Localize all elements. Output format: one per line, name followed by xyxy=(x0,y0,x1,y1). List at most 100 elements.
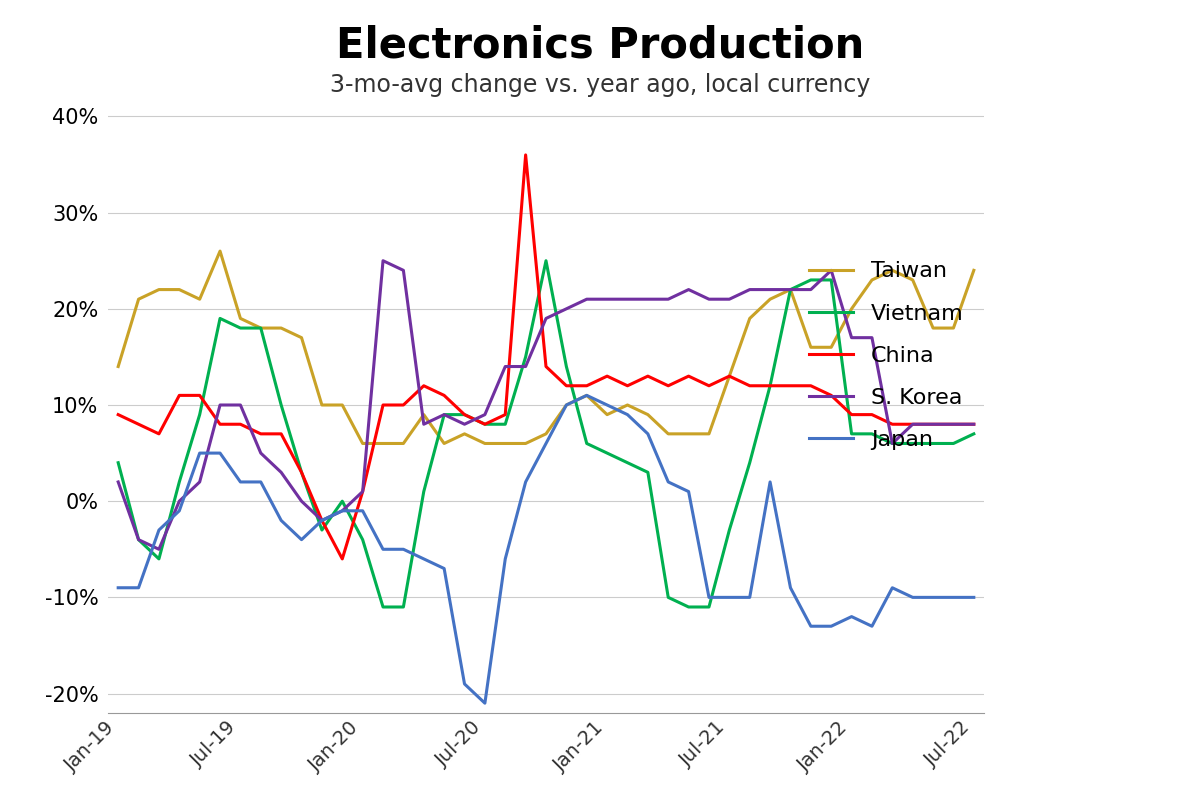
Japan xyxy=(661,477,676,487)
Japan xyxy=(518,477,533,487)
Japan xyxy=(722,593,737,603)
S. Korea xyxy=(151,544,166,554)
Japan xyxy=(763,477,778,487)
China xyxy=(926,420,941,429)
Japan xyxy=(600,400,614,410)
S. Korea xyxy=(702,294,716,304)
Japan xyxy=(702,593,716,603)
S. Korea xyxy=(559,304,574,313)
Japan xyxy=(151,525,166,535)
S. Korea xyxy=(233,400,247,410)
Japan xyxy=(396,544,410,554)
Taiwan xyxy=(947,323,961,333)
Vietnam xyxy=(233,323,247,333)
Japan xyxy=(743,593,757,603)
Taiwan xyxy=(967,266,982,275)
China xyxy=(804,381,818,390)
China xyxy=(518,150,533,160)
S. Korea xyxy=(376,256,390,266)
Vietnam xyxy=(192,410,206,420)
Japan xyxy=(478,698,492,708)
China xyxy=(641,371,655,381)
Japan xyxy=(539,439,553,449)
Taiwan xyxy=(886,266,900,275)
China xyxy=(110,410,125,420)
Japan xyxy=(314,516,329,526)
Taiwan xyxy=(559,400,574,410)
Vietnam xyxy=(437,410,451,420)
Taiwan xyxy=(722,371,737,381)
Taiwan xyxy=(233,313,247,323)
Vietnam xyxy=(967,429,982,439)
Taiwan xyxy=(824,343,839,352)
S. Korea xyxy=(947,420,961,429)
Vietnam xyxy=(947,439,961,449)
Vietnam xyxy=(212,313,227,323)
S. Korea xyxy=(498,362,512,372)
Japan xyxy=(253,477,268,487)
Japan xyxy=(498,554,512,564)
Taiwan xyxy=(620,400,635,410)
Japan xyxy=(620,410,635,420)
China xyxy=(294,467,308,477)
Taiwan xyxy=(682,429,696,439)
Taiwan xyxy=(478,439,492,449)
Taiwan xyxy=(926,323,941,333)
Line: China: China xyxy=(118,155,974,559)
China xyxy=(845,410,859,420)
S. Korea xyxy=(314,516,329,526)
China xyxy=(498,410,512,420)
Japan xyxy=(641,429,655,439)
S. Korea xyxy=(906,420,920,429)
S. Korea xyxy=(518,362,533,372)
S. Korea xyxy=(620,294,635,304)
China xyxy=(314,516,329,526)
S. Korea xyxy=(804,285,818,295)
China xyxy=(457,410,472,420)
S. Korea xyxy=(253,448,268,458)
Japan xyxy=(967,593,982,603)
S. Korea xyxy=(580,294,594,304)
S. Korea xyxy=(335,506,349,516)
S. Korea xyxy=(457,420,472,429)
Japan xyxy=(824,621,839,631)
S. Korea xyxy=(172,497,186,506)
Vietnam xyxy=(274,400,288,410)
Vietnam xyxy=(702,602,716,612)
S. Korea xyxy=(539,313,553,323)
China xyxy=(722,371,737,381)
China xyxy=(967,420,982,429)
Japan xyxy=(865,621,880,631)
Vietnam xyxy=(600,448,614,458)
S. Korea xyxy=(926,420,941,429)
Japan xyxy=(416,554,431,564)
S. Korea xyxy=(661,294,676,304)
Vietnam xyxy=(253,323,268,333)
S. Korea xyxy=(722,294,737,304)
China xyxy=(172,390,186,400)
S. Korea xyxy=(192,477,206,487)
Taiwan xyxy=(274,323,288,333)
Japan xyxy=(274,516,288,526)
Vietnam xyxy=(661,593,676,603)
Japan xyxy=(437,564,451,573)
China xyxy=(539,362,553,372)
Japan xyxy=(335,506,349,516)
Japan xyxy=(212,448,227,458)
Taiwan xyxy=(355,439,370,449)
Japan xyxy=(947,593,961,603)
Vietnam xyxy=(926,439,941,449)
Japan xyxy=(376,544,390,554)
Line: S. Korea: S. Korea xyxy=(118,261,974,549)
China xyxy=(886,420,900,429)
S. Korea xyxy=(682,285,696,295)
Taiwan xyxy=(518,439,533,449)
Vietnam xyxy=(131,535,145,544)
S. Korea xyxy=(886,439,900,449)
Vietnam xyxy=(906,439,920,449)
Japan xyxy=(580,390,594,400)
Text: 3-mo-avg change vs. year ago, local currency: 3-mo-avg change vs. year ago, local curr… xyxy=(330,73,870,97)
Taiwan xyxy=(539,429,553,439)
Vietnam xyxy=(396,602,410,612)
Taiwan xyxy=(314,400,329,410)
